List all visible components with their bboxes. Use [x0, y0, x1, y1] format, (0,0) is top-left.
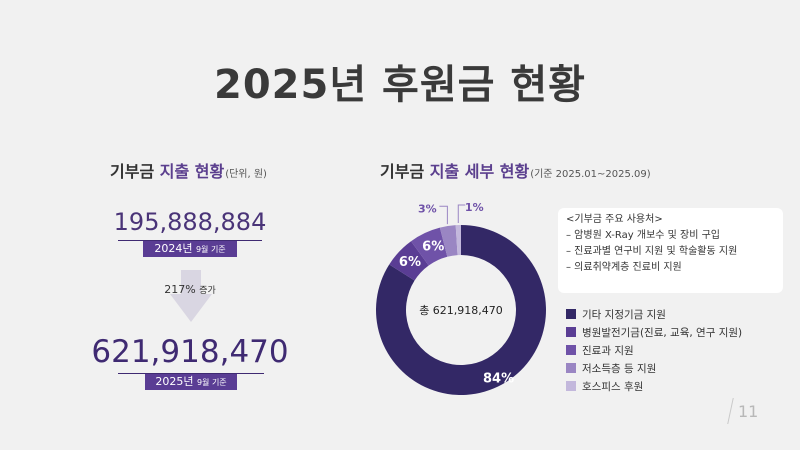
label-2024-main: 2024년: [154, 242, 193, 255]
left-section-heading: 기부금 지출 현황(단위, 원): [110, 158, 267, 182]
increase-main: 217%: [164, 283, 196, 296]
slice-value-label: 84%: [483, 371, 514, 386]
increase-sub: 증가: [199, 286, 216, 296]
donut-slice: [389, 241, 429, 281]
legend-swatch: [566, 327, 576, 337]
slice-value-label: 6%: [422, 240, 444, 255]
legend-item: 진료과 지원: [566, 341, 742, 359]
slice-leader-line: [439, 205, 448, 225]
usage-note-item: – 진료과별 연구비 지원 및 학술활동 지원: [566, 246, 738, 257]
legend-label: 병원발전기금(진료, 교육, 연구 지원): [582, 326, 743, 339]
right-heading-prefix: 기부금: [380, 162, 430, 181]
legend-swatch: [566, 309, 576, 319]
left-heading-highlight: 지출 현황: [159, 162, 225, 181]
usage-note-title: <기부금 주요 사용처>: [566, 214, 663, 225]
donut-slice: [411, 227, 448, 266]
donut-slice: [376, 225, 546, 396]
left-heading-unit: (단위, 원): [225, 169, 267, 180]
legend-swatch: [566, 381, 576, 391]
amount-2025-underline: [118, 373, 264, 374]
down-arrow-icon: [170, 270, 212, 322]
slice-value-label: 6%: [399, 255, 421, 270]
page-number: 11: [738, 402, 759, 421]
legend-item: 호스피스 후원: [566, 377, 742, 395]
page-title: 2025년 후원금 현황: [214, 62, 586, 108]
slice-value-label: 1%: [465, 201, 484, 214]
usage-note-box: <기부금 주요 사용처> – 암병원 X-Ray 개보수 및 장비 구입 – 진…: [558, 208, 783, 293]
donut-slice: [455, 225, 461, 256]
donut-slice: [439, 225, 458, 257]
legend-label: 호스피스 후원: [582, 380, 644, 393]
amount-2025: 621,918,470: [91, 334, 289, 370]
label-2025-main: 2025년: [155, 375, 194, 388]
label-2025-sub: 9월 기준: [196, 378, 227, 387]
legend-item: 병원발전기금(진료, 교육, 연구 지원): [566, 323, 742, 341]
label-2024-tag: 2024년 9월 기준: [143, 241, 237, 257]
right-heading-highlight: 지출 세부 현황: [429, 162, 530, 181]
legend-swatch: [566, 363, 576, 373]
slice-value-label: 3%: [418, 202, 437, 215]
legend-label: 기타 지정기금 지원: [582, 308, 666, 321]
usage-note-item: – 암병원 X-Ray 개보수 및 장비 구입: [566, 230, 721, 241]
usage-note-item: – 의료취약계층 진료비 지원: [566, 262, 682, 273]
amount-2024: 195,888,884: [113, 208, 267, 236]
label-2024-sub: 9월 기준: [195, 245, 226, 254]
donut-center-total: 총 621,918,470: [419, 304, 503, 317]
legend-item: 저소득층 등 지원: [566, 359, 742, 377]
left-heading-prefix: 기부금: [110, 162, 160, 181]
slice-leader-line: [457, 204, 466, 224]
legend-label: 저소득층 등 지원: [582, 362, 657, 375]
increase-label: 217% 증가: [0, 283, 380, 296]
right-section-heading: 기부금 지출 세부 현황(기준 2025.01~2025.09): [380, 158, 651, 182]
label-2025-tag: 2025년 9월 기준: [145, 374, 237, 390]
legend-item: 기타 지정기금 지원: [566, 305, 742, 323]
amount-2024-underline: [118, 240, 262, 241]
legend-label: 진료과 지원: [582, 344, 634, 357]
right-heading-unit: (기준 2025.01~2025.09): [530, 169, 651, 180]
legend-swatch: [566, 345, 576, 355]
